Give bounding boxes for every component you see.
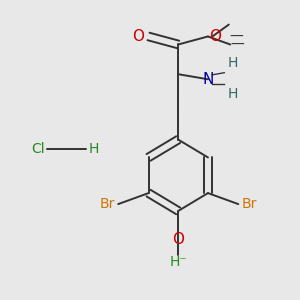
Text: —: —: [229, 29, 243, 44]
Text: N: N: [202, 72, 214, 87]
Text: H⁻: H⁻: [169, 255, 187, 268]
Text: H: H: [227, 87, 238, 101]
Text: —: —: [231, 38, 244, 52]
Text: O: O: [209, 29, 221, 44]
Text: Cl: Cl: [31, 142, 44, 155]
Text: Br: Br: [241, 197, 256, 211]
Text: H: H: [89, 142, 99, 155]
Text: Br: Br: [100, 197, 115, 211]
Text: O: O: [132, 29, 144, 44]
Text: H: H: [227, 56, 238, 70]
Text: O: O: [172, 232, 184, 247]
